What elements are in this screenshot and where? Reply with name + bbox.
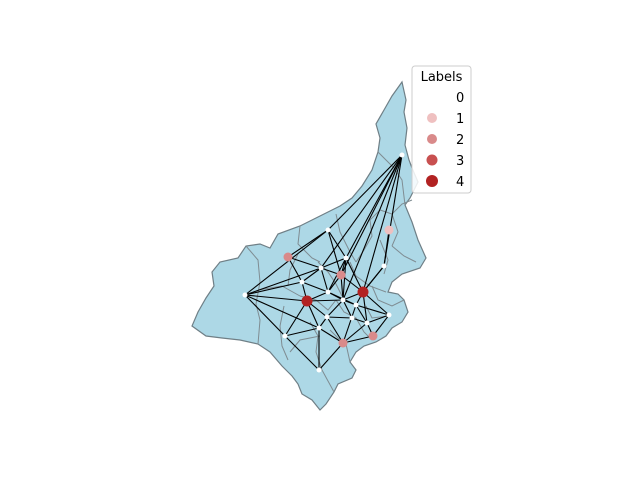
graph-node-label-2 bbox=[368, 331, 378, 341]
legend-entry-3: 3 bbox=[426, 154, 464, 169]
legend-label-4: 4 bbox=[456, 175, 464, 190]
graph-edge bbox=[342, 299, 353, 319]
graph-nodes bbox=[242, 152, 405, 373]
graph-edge bbox=[287, 256, 322, 269]
graph-edge bbox=[355, 304, 368, 324]
graph-edge bbox=[342, 257, 347, 301]
graph-node-label-0 bbox=[340, 297, 346, 303]
graph-edge bbox=[301, 281, 329, 293]
graph-edge bbox=[244, 294, 308, 302]
district-boundaries bbox=[245, 151, 417, 393]
graph-edge bbox=[342, 304, 357, 344]
graph-node-label-2 bbox=[336, 270, 346, 280]
graph-edge bbox=[362, 154, 403, 293]
graph-node-label-0 bbox=[325, 227, 331, 233]
graph-edge bbox=[306, 299, 344, 302]
graph-node-label-0 bbox=[325, 289, 331, 295]
legend-marker-4 bbox=[426, 175, 438, 187]
graph-edge bbox=[244, 281, 303, 296]
graph-node-label-0 bbox=[343, 255, 349, 261]
graph-node-label-1 bbox=[384, 225, 394, 235]
graph-edge bbox=[383, 229, 390, 267]
graph-edge bbox=[318, 327, 344, 344]
graph-edge bbox=[327, 154, 403, 231]
graph-edge bbox=[320, 267, 329, 293]
graph-edge bbox=[342, 154, 403, 301]
legend-marker-2 bbox=[427, 134, 437, 144]
graph-edge bbox=[284, 300, 308, 337]
graph-node-label-0 bbox=[381, 263, 387, 269]
legend-entry-1: 1 bbox=[427, 112, 464, 127]
graph-node-label-0 bbox=[282, 333, 288, 339]
graph-edge bbox=[287, 256, 303, 283]
graph-edge bbox=[326, 299, 344, 318]
legend-entry-4: 4 bbox=[426, 175, 464, 190]
graph-node-label-0 bbox=[364, 320, 370, 326]
graph-node-label-0 bbox=[242, 292, 248, 298]
region-outline bbox=[191, 80, 427, 411]
legend-marker-3 bbox=[426, 154, 438, 166]
graph-node-label-0 bbox=[324, 314, 330, 320]
legend-marker-1 bbox=[427, 113, 437, 123]
graph-edge bbox=[342, 322, 368, 344]
legend-title: Labels bbox=[421, 70, 463, 85]
graph-node-label-4 bbox=[357, 286, 369, 298]
graph-edge bbox=[301, 267, 322, 283]
graph-edge bbox=[244, 294, 286, 337]
graph-edge bbox=[327, 229, 342, 276]
graph-edge bbox=[340, 154, 403, 276]
graph-node-label-2 bbox=[283, 252, 293, 262]
legend-entry-0: 0 bbox=[427, 91, 464, 106]
legend: Labels 0 1 2 3 4 bbox=[411, 65, 472, 194]
legend-label-0: 0 bbox=[456, 91, 464, 106]
graph-node-label-0 bbox=[316, 325, 322, 331]
legend-frame bbox=[411, 65, 472, 194]
graph-edge bbox=[362, 265, 385, 293]
graph-edge bbox=[284, 327, 320, 337]
graph-edge bbox=[362, 291, 390, 316]
legend-marker-0 bbox=[427, 92, 437, 102]
graph-node-label-2 bbox=[338, 338, 348, 348]
graph-node-label-4 bbox=[301, 295, 313, 307]
graph-edge bbox=[244, 267, 322, 296]
legend-label-2: 2 bbox=[456, 133, 464, 148]
region-map bbox=[191, 80, 427, 411]
graph-edge bbox=[244, 294, 320, 329]
graph-edge bbox=[284, 335, 320, 371]
graph-node-label-0 bbox=[386, 312, 392, 318]
graph-edge bbox=[320, 154, 403, 269]
graph-edge bbox=[320, 257, 347, 269]
graph-edge bbox=[355, 304, 390, 316]
graph-node-label-0 bbox=[349, 315, 355, 321]
legend-label-1: 1 bbox=[456, 112, 464, 127]
graph-edge bbox=[366, 314, 390, 324]
legend-entry-2: 2 bbox=[427, 133, 464, 148]
graph-edge bbox=[318, 342, 344, 371]
graph-edge bbox=[327, 229, 347, 259]
graph-edge bbox=[351, 317, 368, 324]
graph-node-label-0 bbox=[299, 279, 305, 285]
graph-edge bbox=[345, 257, 364, 293]
graph-node-label-0 bbox=[316, 367, 322, 373]
graph-edge bbox=[326, 316, 353, 319]
graph-node-label-0 bbox=[399, 152, 405, 158]
graph-edge bbox=[342, 335, 374, 344]
graph-node-label-0 bbox=[318, 265, 324, 271]
graph-edge bbox=[326, 316, 344, 344]
legend-label-3: 3 bbox=[456, 154, 464, 169]
graph-edge bbox=[287, 229, 329, 258]
graph-edge bbox=[244, 229, 329, 296]
graph-node-label-0 bbox=[353, 302, 359, 308]
